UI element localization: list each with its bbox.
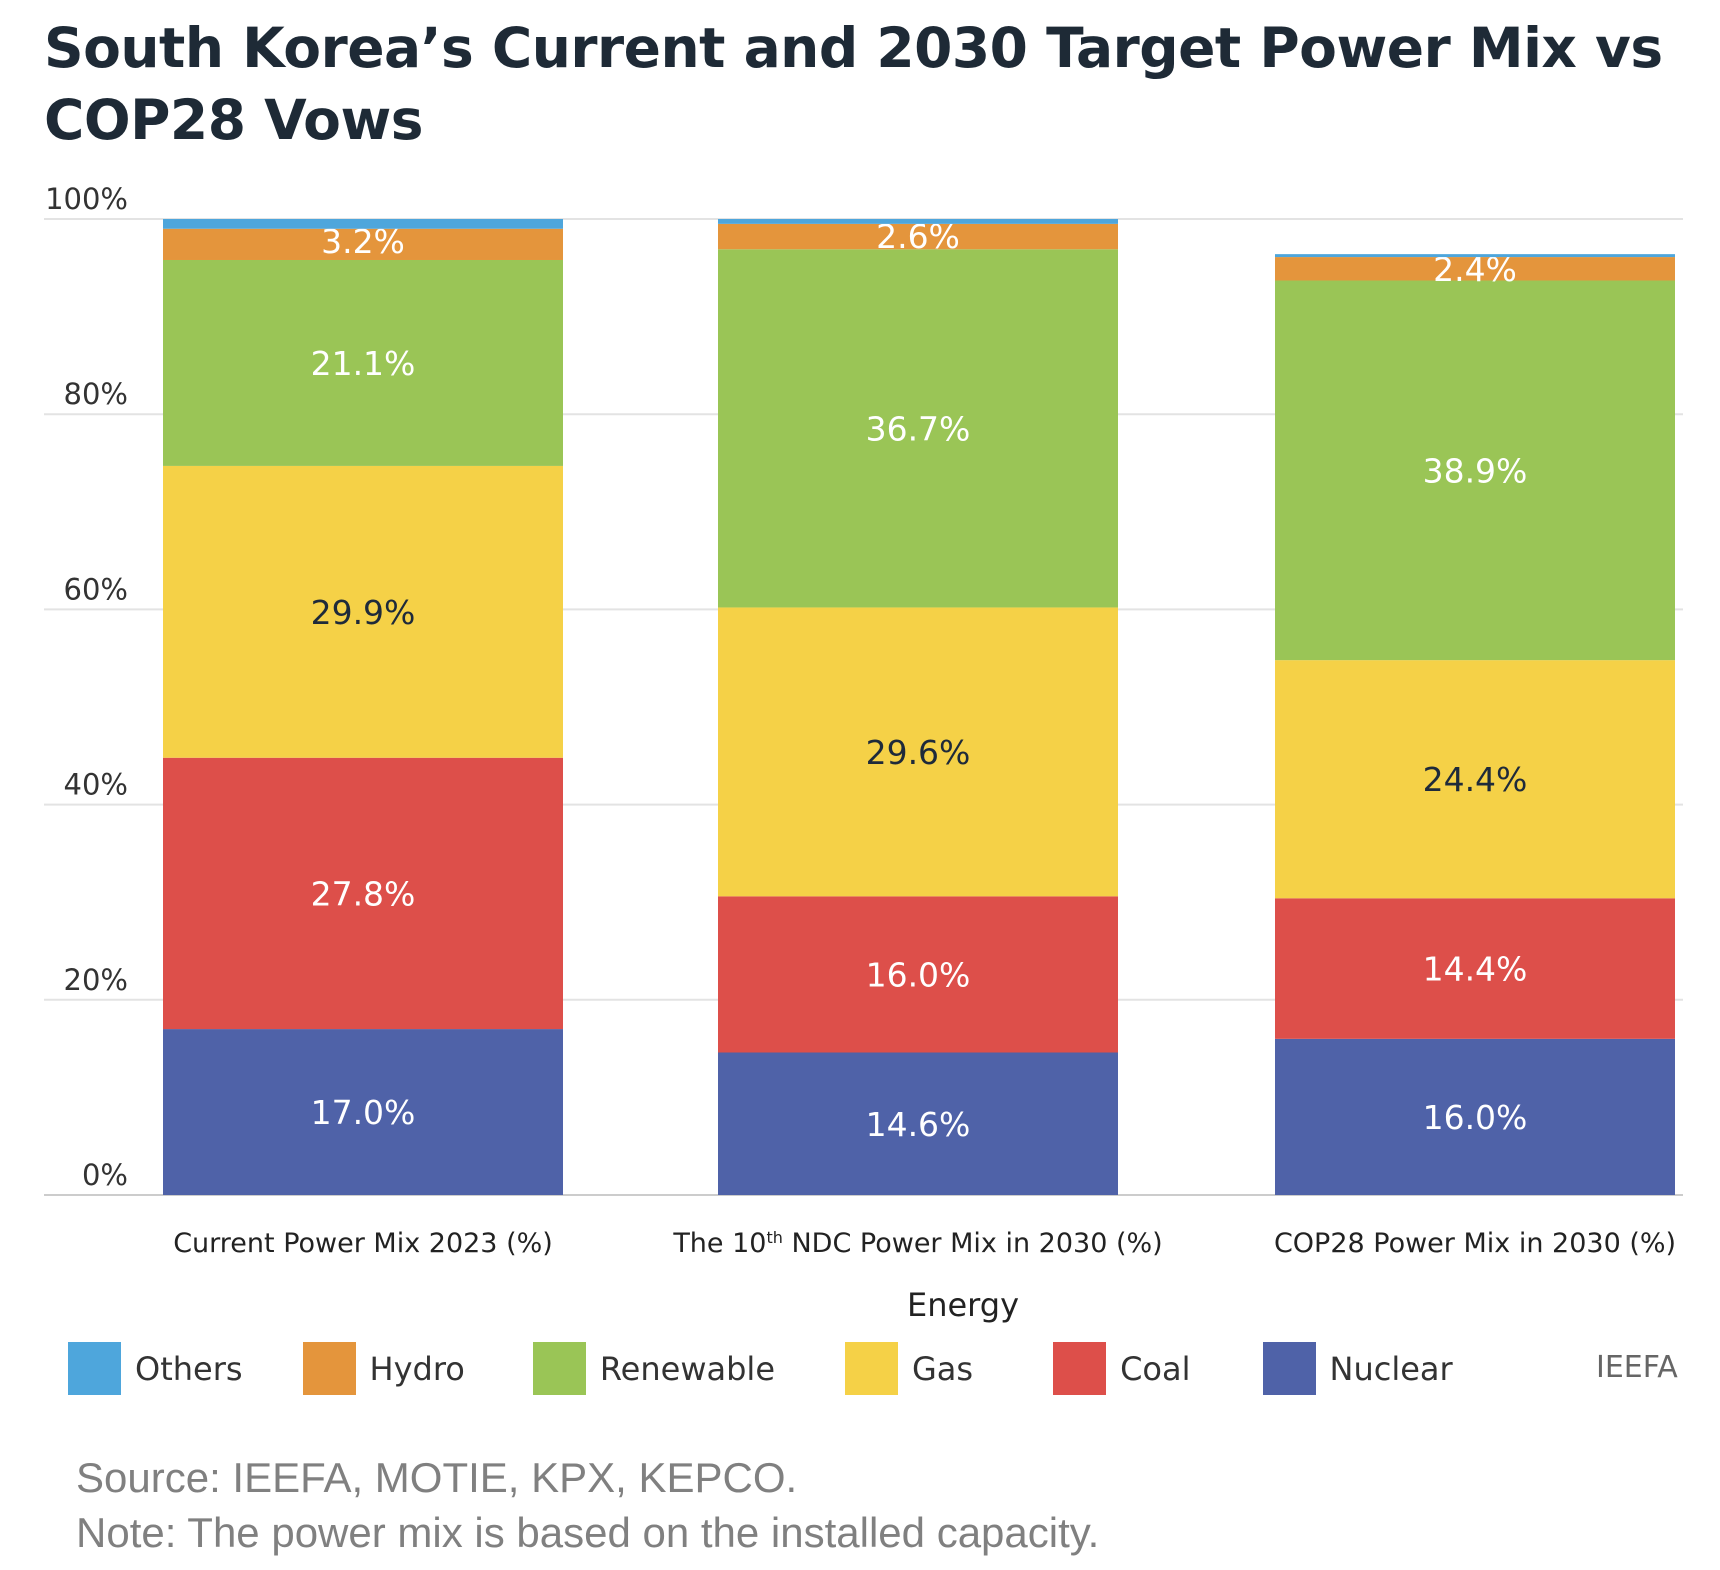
legend-swatch xyxy=(302,1342,356,1395)
data-label: 17.0% xyxy=(311,1093,416,1132)
legend-label: Gas xyxy=(912,1349,974,1388)
x-tick-label: The 10th NDC Power Mix in 2030 (%) xyxy=(672,1228,1162,1260)
bar-segment-nuclear xyxy=(163,1029,563,1195)
y-tick-label: 80% xyxy=(64,377,128,411)
data-label: 14.6% xyxy=(866,1105,971,1144)
legend-swatch xyxy=(1262,1342,1316,1395)
bar-segment-nuclear xyxy=(1275,1038,1675,1195)
bar-segment-renewable xyxy=(718,249,1118,608)
bar-segment-coal xyxy=(163,757,563,1030)
bar-segment-renewable xyxy=(1275,280,1675,661)
bar-segment-others xyxy=(1275,254,1675,258)
legend-item-others: Others xyxy=(68,1342,243,1395)
legend-label: Hydro xyxy=(369,1349,465,1388)
legend-label: Coal xyxy=(1120,1349,1191,1388)
data-label: 27.8% xyxy=(311,874,416,913)
bar-segment-nuclear xyxy=(718,1052,1118,1195)
data-label: 38.9% xyxy=(1423,451,1528,490)
bar-segment-gas xyxy=(163,465,563,758)
legend-swatch xyxy=(1053,1342,1107,1395)
y-tick-label: 40% xyxy=(64,768,128,802)
legend-item-gas: Gas xyxy=(845,1342,973,1395)
bar-segment-hydro xyxy=(163,228,563,260)
x-tick-label: Current Power Mix 2023 (%) xyxy=(173,1228,553,1259)
bar-segment-coal xyxy=(1275,898,1675,1039)
bar-segment-others xyxy=(718,219,1118,224)
chart-title: South Korea’s Current and 2030 Target Po… xyxy=(44,16,1663,152)
bar-segment-renewable xyxy=(163,259,563,466)
data-label: 36.7% xyxy=(866,409,971,448)
legend-label: Nuclear xyxy=(1329,1349,1453,1388)
data-label: 29.6% xyxy=(866,733,971,772)
credit: IEEFA xyxy=(1596,1350,1678,1385)
bar-segment-coal xyxy=(718,896,1118,1053)
y-tick-label: 60% xyxy=(64,572,128,606)
legend-label: Renewable xyxy=(599,1349,775,1388)
bar-segment-gas xyxy=(718,607,1118,897)
x-axis-title: Energy xyxy=(907,1286,1019,1324)
notes: Source: IEEFA, MOTIE, KPX, KEPCO. Note: … xyxy=(76,1450,1099,1560)
y-tick-label: 20% xyxy=(64,963,128,997)
bar-segment-gas xyxy=(1275,660,1675,899)
data-label: 14.4% xyxy=(1423,950,1528,989)
note-text: Note: The power mix is based on the inst… xyxy=(76,1509,1100,1556)
data-label: 29.9% xyxy=(311,593,416,632)
legend-swatch xyxy=(532,1342,586,1395)
stacked-bar-chart: 0%20%40%60%80%100%17.0%27.8%29.9%21.1%3.… xyxy=(44,182,1683,1324)
legend-swatch xyxy=(68,1342,121,1395)
y-tick-label: 0% xyxy=(82,1158,128,1192)
source-text: Source: IEEFA, MOTIE, KPX, KEPCO. xyxy=(76,1454,798,1501)
y-tick-label: 100% xyxy=(45,182,128,216)
legend-item-renewable: Renewable xyxy=(532,1342,775,1395)
legend-label: Others xyxy=(135,1349,243,1388)
data-label: 21.1% xyxy=(311,344,416,383)
legend-item-coal: Coal xyxy=(1053,1342,1191,1395)
legend-swatch xyxy=(845,1342,898,1395)
x-tick-label: COP28 Power Mix in 2030 (%) xyxy=(1274,1228,1676,1259)
legend: Others Hydro Renewable Gas Coal Nuclear xyxy=(68,1342,1453,1395)
legend-item-nuclear: Nuclear xyxy=(1262,1342,1453,1395)
bar-segment-others xyxy=(163,219,563,229)
legend-item-hydro: Hydro xyxy=(302,1342,465,1395)
data-label: 16.0% xyxy=(1423,1098,1528,1137)
bar-segment-hydro xyxy=(718,223,1118,250)
data-label: 24.4% xyxy=(1423,760,1528,799)
bar-segment-hydro xyxy=(1275,257,1675,281)
data-label: 16.0% xyxy=(866,955,971,994)
